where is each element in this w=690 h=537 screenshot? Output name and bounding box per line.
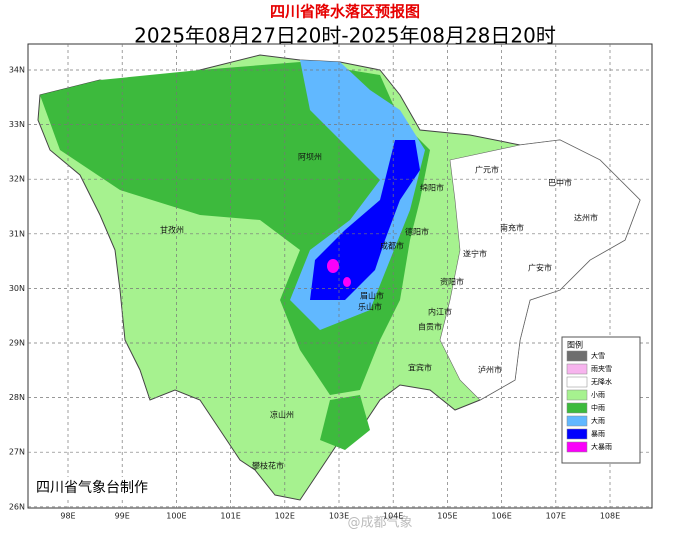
city-label: 凉山州	[270, 410, 294, 420]
lon-label: 103E	[329, 512, 349, 521]
legend-swatch	[566, 415, 588, 427]
city-label: 成都市	[380, 241, 404, 251]
lon-label: 99E	[115, 512, 130, 521]
lat-label: 27N	[9, 448, 25, 457]
lat-label: 29N	[9, 339, 25, 348]
lon-label: 102E	[275, 512, 295, 521]
lon-label: 105E	[437, 512, 457, 521]
legend-swatch	[566, 376, 588, 388]
lat-label: 34N	[9, 66, 25, 75]
legend-swatch	[566, 428, 588, 440]
lon-label: 106E	[491, 512, 511, 521]
rainstorm-area	[310, 140, 420, 300]
city-label: 攀枝花市	[252, 461, 284, 471]
lon-label: 98E	[60, 512, 75, 521]
legend-label: 大雨	[591, 416, 605, 425]
legend-label: 大雪	[591, 351, 605, 360]
city-label: 内江市	[428, 307, 452, 317]
city-label: 遂宁市	[463, 249, 487, 259]
torrential-rain-area	[343, 277, 351, 287]
lon-label: 100E	[166, 512, 186, 521]
moderate-rain-area	[320, 395, 370, 450]
lat-label: 30N	[9, 284, 25, 293]
title-box	[252, 3, 438, 21]
legend-label: 雨夹雪	[591, 364, 612, 373]
legend-label: 小雨	[591, 390, 605, 399]
watermark: @成都气象	[347, 515, 412, 531]
legend-swatch	[566, 389, 588, 401]
city-label: 广元市	[475, 165, 499, 175]
legend-label: 中雨	[591, 403, 605, 412]
legend-swatch	[566, 402, 588, 414]
legend-label: 无降水	[591, 377, 612, 386]
legend-swatch	[566, 350, 588, 362]
city-label: 眉山市	[360, 291, 384, 301]
title: 四川省降水落区预报图	[270, 3, 420, 21]
city-label: 广安市	[528, 263, 552, 273]
legend-swatch	[566, 363, 588, 375]
city-label: 泸州市	[478, 365, 502, 375]
legend-swatch	[566, 441, 588, 453]
city-label: 阿坝州	[298, 153, 322, 162]
footer-box	[32, 477, 172, 499]
lat-label: 33N	[9, 120, 25, 129]
footer: 四川省气象台制作	[36, 480, 148, 496]
legend-label: 暴雨	[591, 430, 605, 438]
city-label: 资阳市	[440, 277, 464, 287]
lon-label: 104E	[383, 512, 403, 521]
city-label: 甘孜州	[160, 225, 184, 235]
city-label: 自贡市	[418, 322, 442, 332]
legend-label: 大暴雨	[591, 442, 612, 451]
map-area	[27, 43, 653, 509]
city-label: 宜宾市	[408, 363, 432, 373]
lon-label: 107E	[546, 512, 566, 521]
no-rain-area	[439, 139, 641, 401]
lat-label: 32N	[9, 175, 25, 184]
city-label: 南充市	[500, 223, 524, 233]
city-label: 达州市	[574, 213, 598, 223]
legend-title: 图例	[567, 340, 583, 350]
grid	[28, 44, 652, 508]
lat-label: 31N	[9, 229, 25, 238]
city-label: 德阳市	[405, 227, 429, 237]
lon-label: 108E	[600, 512, 620, 521]
lon-label: 101E	[220, 512, 240, 521]
city-label: 绵阳市	[420, 183, 444, 193]
lat-label: 28N	[9, 393, 25, 402]
city-label: 乐山市	[358, 302, 382, 312]
torrential-rain-area	[327, 259, 339, 273]
city-label: 巴中市	[548, 178, 572, 188]
lat-label: 26N	[9, 502, 25, 511]
